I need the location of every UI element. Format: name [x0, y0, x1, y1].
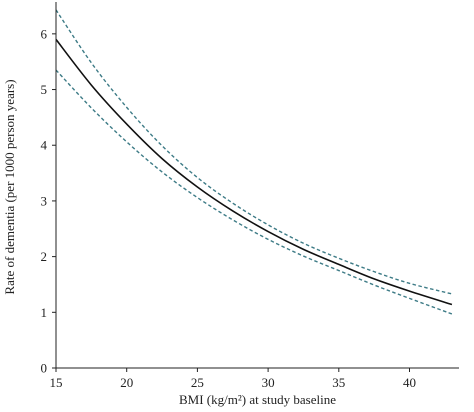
- x-tick-label: 25: [191, 375, 204, 390]
- y-tick-label: 6: [41, 26, 48, 41]
- axes-layer: [55, 2, 459, 369]
- x-tick-label: 30: [262, 375, 275, 390]
- y-tick-label: 0: [41, 361, 48, 376]
- y-tick-label: 2: [41, 249, 48, 264]
- x-tick-label: 20: [120, 375, 133, 390]
- y-tick-label: 4: [41, 138, 48, 153]
- x-tick-label: 40: [403, 375, 416, 390]
- series-layer: [55, 9, 453, 315]
- x-axis-title: BMI (kg/m²) at study baseline: [179, 392, 336, 407]
- upper-ci-line: [55, 9, 453, 295]
- y-tick-label: 5: [41, 82, 48, 97]
- ticks-layer: 15 20 25 30 35 40 0 1 2 3 4 5 6: [41, 26, 417, 390]
- x-tick-label: 15: [50, 375, 63, 390]
- x-tick-label: 35: [332, 375, 345, 390]
- y-tick-label: 3: [41, 193, 48, 208]
- y-tick-label: 1: [41, 305, 48, 320]
- lower-ci-line: [55, 69, 453, 315]
- y-axis-title: Rate of dementia (per 1000 person years): [2, 79, 17, 294]
- estimate-line: [55, 38, 453, 306]
